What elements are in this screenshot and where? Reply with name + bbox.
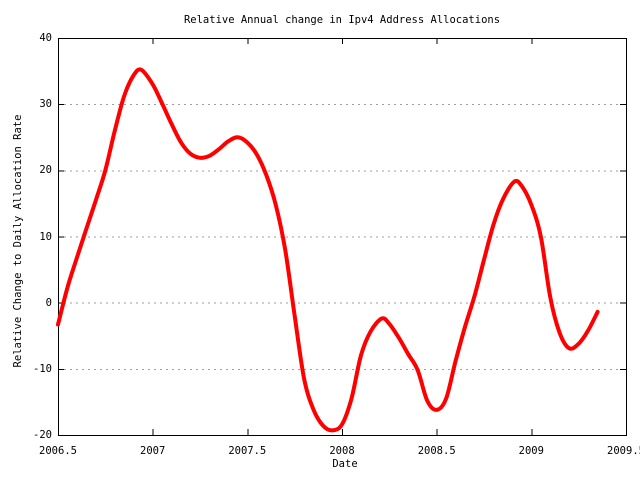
x-tick-label: 2008.5 <box>417 445 456 457</box>
x-axis-title: Date <box>332 458 358 470</box>
x-tick-label: 2008 <box>329 445 355 457</box>
data-curve <box>56 67 600 433</box>
y-tick-label: 20 <box>39 164 52 177</box>
x-tick-label: 2007.5 <box>228 445 267 457</box>
y-tick-label: -20 <box>33 429 52 441</box>
chart-title: Relative Annual change in Ipv4 Address A… <box>183 14 501 26</box>
y-tick-label: -10 <box>33 362 52 375</box>
y-tick-label: 30 <box>39 98 52 111</box>
x-tick-label: 2007 <box>140 445 166 457</box>
y-tick-label: 40 <box>39 32 52 44</box>
x-tick-label: 2009 <box>518 445 544 457</box>
y-tick-label: 0 <box>45 296 52 309</box>
y-tick-label: 10 <box>39 230 52 243</box>
x-tick-label: 2009.5 <box>607 445 640 457</box>
x-tick-label: 2006.5 <box>39 445 77 457</box>
